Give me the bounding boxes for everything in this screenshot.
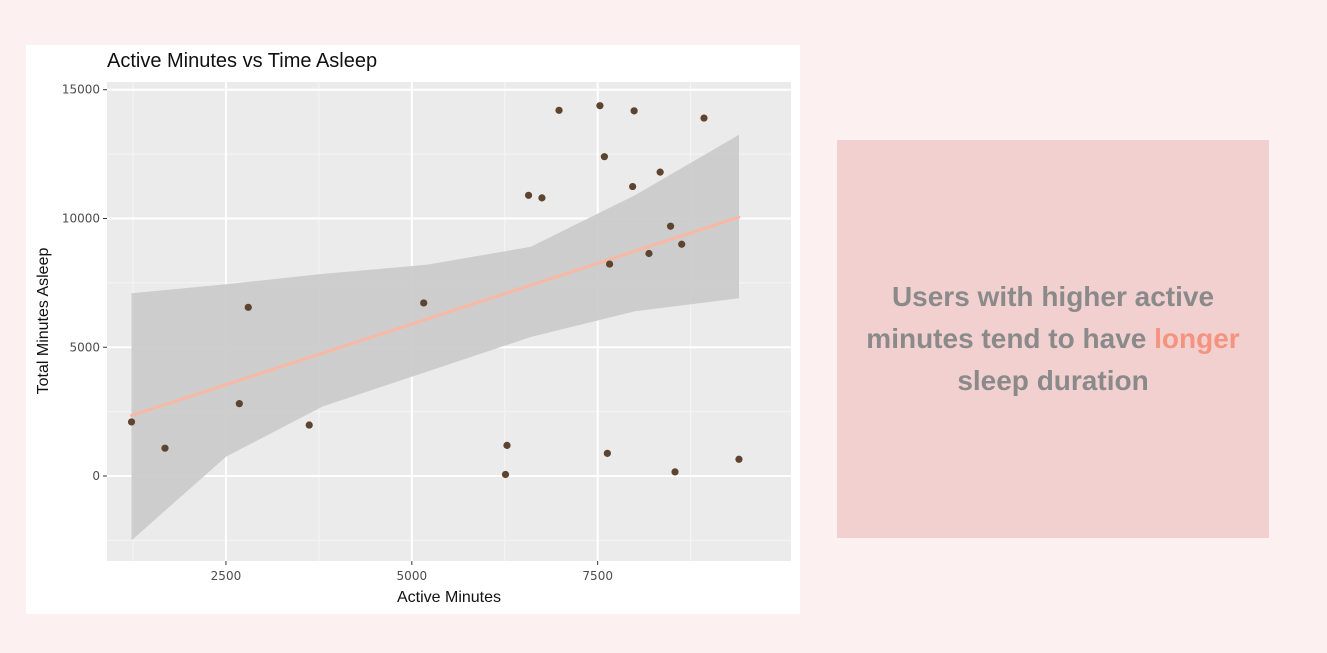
data-point <box>538 194 546 202</box>
data-point <box>678 240 686 248</box>
y-tick-label: 15000 <box>62 83 100 97</box>
data-points <box>127 102 743 479</box>
data-point <box>630 107 638 115</box>
trend-line <box>130 215 741 417</box>
data-point <box>603 449 611 457</box>
data-point <box>420 299 428 307</box>
data-point <box>645 249 653 258</box>
x-tick-label: 5000 <box>397 569 428 583</box>
x-tick-label: 7500 <box>582 569 613 583</box>
data-point <box>501 470 510 479</box>
data-point <box>503 441 511 449</box>
callout-text-start: Users with higher active minutes tend to… <box>866 281 1215 354</box>
data-point <box>235 400 243 408</box>
data-point <box>600 153 608 161</box>
data-point <box>605 260 614 268</box>
data-point <box>127 418 136 426</box>
data-point <box>555 106 563 114</box>
y-tick-label: 0 <box>92 469 100 483</box>
chart-card: Active Minutes vs Time Asleep 2500 5000 75… <box>26 45 800 614</box>
scatter-chart: Active Minutes vs Time Asleep 2500 5000 75… <box>35 50 791 606</box>
data-point <box>671 468 679 476</box>
data-point <box>700 114 708 122</box>
callout-box: Users with higher active minutes tend to… <box>837 140 1269 538</box>
y-tick-label: 5000 <box>69 340 100 354</box>
x-tick-label: 2500 <box>211 569 242 583</box>
data-point <box>244 303 252 311</box>
callout-highlight: longer <box>1154 323 1240 354</box>
callout-text-end: sleep duration <box>957 365 1149 396</box>
callout-text: Users with higher active minutes tend to… <box>863 276 1243 402</box>
x-axis-label: Active Minutes <box>397 589 501 606</box>
data-point <box>161 444 169 452</box>
data-point <box>656 168 664 176</box>
data-point <box>666 222 675 230</box>
data-point <box>629 182 637 191</box>
chart-title: Active Minutes vs Time Asleep <box>107 50 377 72</box>
confidence-band <box>131 134 739 541</box>
axis-ticks: 2500 5000 7500 0 5000 10000 15000 <box>62 83 613 583</box>
y-axis-label: Total Minutes Asleep <box>35 248 52 395</box>
data-point <box>524 191 533 199</box>
y-tick-label: 10000 <box>62 211 100 225</box>
data-point <box>305 421 313 429</box>
data-point <box>596 102 604 110</box>
confidence-band-layer <box>131 134 739 541</box>
trend-line-layer <box>130 215 741 417</box>
data-point <box>735 455 743 463</box>
